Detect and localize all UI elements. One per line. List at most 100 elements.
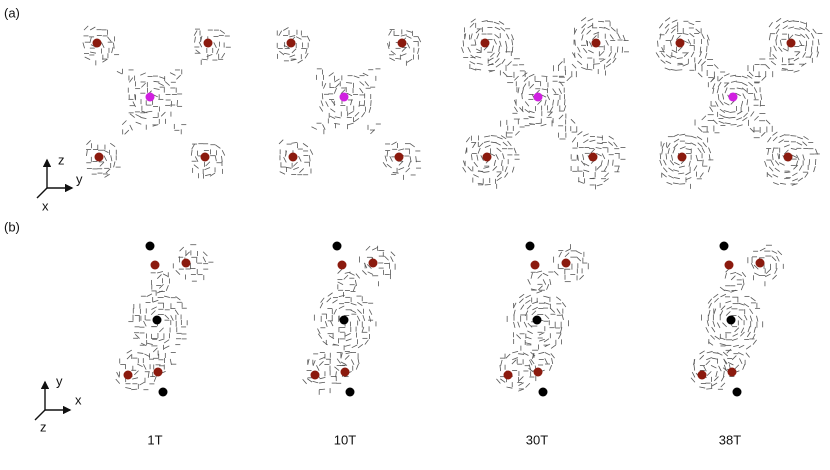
field-arrow <box>719 286 726 292</box>
field-arrow <box>486 20 494 23</box>
field-arrow <box>541 75 548 77</box>
field-arrow <box>200 35 203 42</box>
field-arrow <box>134 370 139 376</box>
field-arrow <box>405 35 412 39</box>
field-arrow <box>697 127 703 133</box>
field-arrow <box>542 279 547 285</box>
field-arrow <box>613 52 617 59</box>
field-arrow <box>353 75 360 79</box>
field-arrow <box>312 380 319 384</box>
field-arrow <box>667 148 670 155</box>
field-arrow <box>298 156 302 162</box>
field-arrow <box>417 36 422 43</box>
field-arrow <box>782 19 789 24</box>
field-arrow <box>761 76 767 81</box>
field-arrow <box>204 167 211 171</box>
field-arrow <box>796 142 803 146</box>
atom <box>150 260 160 270</box>
field-arrow <box>765 269 771 274</box>
atom <box>726 315 736 325</box>
field-arrow <box>469 61 476 65</box>
field-arrow <box>338 294 345 298</box>
field-arrow <box>765 64 770 70</box>
field-arrow <box>565 248 571 252</box>
atom <box>677 152 687 162</box>
field-arrow <box>156 274 162 279</box>
field-arrow <box>731 338 738 341</box>
field-arrow <box>467 46 471 53</box>
field-arrow <box>673 138 680 143</box>
field-arrow <box>470 67 477 71</box>
field-arrow <box>556 308 561 314</box>
field-arrow <box>409 143 415 148</box>
field-arrow <box>536 290 543 294</box>
field-arrow <box>496 147 502 152</box>
field-arrow <box>524 101 530 107</box>
field-arrow <box>312 360 316 366</box>
field-arrow <box>664 23 670 29</box>
field-arrow <box>502 71 508 77</box>
field-arrow <box>202 251 208 257</box>
field-arrow <box>730 272 737 275</box>
field-arrow <box>693 364 696 371</box>
field-arrow <box>512 350 519 354</box>
field-arrow <box>390 251 396 257</box>
field-arrow <box>529 83 535 89</box>
field-arrow <box>583 139 589 144</box>
field-arrow <box>470 18 476 23</box>
field-arrow <box>511 39 514 46</box>
field-arrow <box>476 33 480 40</box>
field-arrow <box>499 40 502 47</box>
atom <box>288 152 298 162</box>
field-arrow <box>661 142 665 149</box>
field-arrow <box>717 94 720 101</box>
field-arrow <box>684 135 691 137</box>
field-arrow <box>110 155 113 162</box>
field-arrow <box>577 131 583 136</box>
field-arrow <box>750 297 756 302</box>
field-arrow <box>306 378 313 383</box>
field-arrow <box>699 350 705 355</box>
field-arrow <box>129 77 134 83</box>
field-arrow <box>283 52 290 55</box>
field-arrow <box>776 255 780 262</box>
field-arrow <box>779 162 785 166</box>
field-arrow <box>504 172 509 178</box>
field-arrow <box>505 353 511 359</box>
field-arrow <box>810 32 815 39</box>
field-arrow <box>601 153 606 160</box>
field-arrow <box>465 137 471 143</box>
field-label: 30T <box>526 432 548 447</box>
field-arrow <box>723 358 727 365</box>
field-arrow <box>141 82 146 88</box>
field-arrow <box>663 159 667 166</box>
field-arrow <box>578 180 584 184</box>
field-arrow <box>815 148 818 155</box>
atom <box>394 152 404 162</box>
field-arrow <box>319 376 326 380</box>
panel-label: (a) <box>4 5 20 20</box>
field-arrow <box>767 137 772 143</box>
field-arrow <box>364 81 369 87</box>
field-arrow <box>531 310 537 316</box>
field-arrow <box>777 153 780 160</box>
field-arrow <box>332 299 338 304</box>
field-arrow <box>135 334 140 339</box>
field-arrow <box>581 28 585 34</box>
field-arrow <box>702 159 704 166</box>
field-arrow <box>793 57 800 62</box>
field-arrow <box>665 28 670 34</box>
atom <box>158 387 168 397</box>
field-arrow <box>132 377 139 380</box>
field-arrow <box>730 80 737 83</box>
field-arrow <box>549 364 553 371</box>
field-arrow <box>736 110 743 115</box>
field-arrow <box>707 298 713 304</box>
field-arrow <box>774 160 780 166</box>
field-arrow <box>333 87 337 94</box>
field-arrow <box>139 381 145 386</box>
field-arrow <box>671 154 674 161</box>
field-arrow <box>359 87 364 94</box>
field-arrow <box>528 116 535 118</box>
field-arrow <box>165 285 169 291</box>
